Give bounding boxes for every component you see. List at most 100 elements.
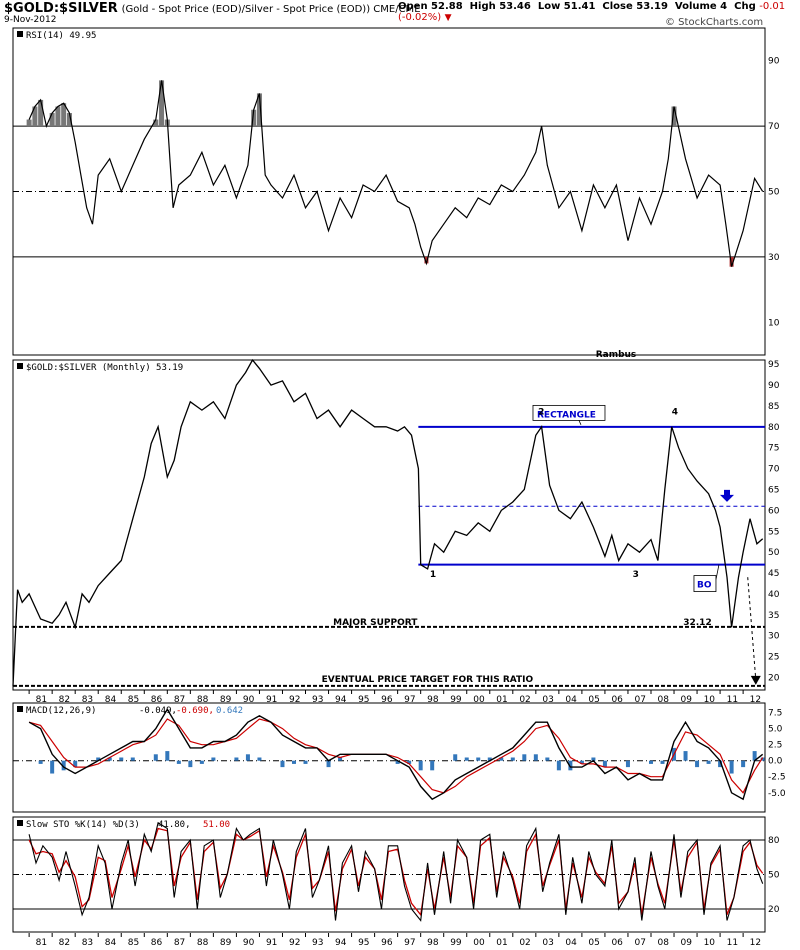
price-xtick-label: 87 [174,695,185,705]
macd-histogram-bar [522,754,527,761]
macd-legend-value: 0.642 [216,706,243,716]
price-ytick-label: 20 [768,673,780,683]
high-label: High [469,1,496,12]
macd-histogram-bar [291,760,296,764]
rsi-ytick-label: 90 [768,57,780,67]
rsi-legend-swatch [17,31,23,37]
macd-ytick-label: -5.0 [768,789,786,799]
price-frame [12,359,766,691]
sto-xtick-label: 09 [681,938,693,948]
price-xtick-label: 94 [335,695,347,705]
macd-histogram-bar [556,760,561,771]
pivot-label: 2 [538,407,544,417]
price-ytick-label: 55 [768,527,779,537]
macd-ytick-label: -2.5 [768,773,786,783]
price-ytick-label: 25 [768,653,779,663]
macd-histogram-bar [407,760,412,764]
low-value: 51.41 [563,1,596,12]
rectangle-callout-label: RECTANGLE [537,410,596,420]
macd-histogram-bar [211,757,216,761]
macd-ytick-label: 5.0 [768,725,783,735]
macd-histogram-bar [430,760,435,771]
price-ytick-label: 35 [768,611,779,621]
macd-ytick-label: 7.5 [768,709,782,719]
price-ytick-label: 30 [768,632,780,642]
sto-xtick-label: 96 [381,938,393,948]
macd-histogram-bar [660,760,665,764]
price-xtick-label: 91 [266,695,277,705]
rsi-ytick-label: 10 [768,318,780,328]
macd-histogram-bar [257,757,262,761]
sto-xtick-label: 86 [151,938,163,948]
price-xtick-label: 08 [658,695,670,705]
high-value: 53.46 [499,1,531,12]
macd-histogram-bar [395,760,400,764]
price-ytick-label: 90 [768,381,780,391]
macd-legend-swatch [17,706,23,712]
sto-k-line [28,821,764,922]
target-projection-line [747,577,757,680]
down-triangle-icon: ▼ [444,13,452,23]
price-xtick-label: 09 [681,695,693,705]
open-value: 52.88 [431,1,463,12]
sto-xtick-label: 10 [704,938,716,948]
macd-histogram-bar [153,754,158,761]
macd-histogram-bar [695,760,700,768]
macd-histogram-bar [591,757,596,761]
macd-histogram-bar [245,754,250,761]
volume-label: Volume [674,1,717,12]
rsi-ytick-label: 50 [768,188,780,198]
price-xtick-label: 97 [404,695,415,705]
price-xtick-label: 07 [634,695,645,705]
sto-legend-value: 51.00 [203,820,230,830]
macd-histogram-bar [338,757,343,761]
macd-histogram-bar [96,757,101,761]
sto-xtick-label: 89 [220,938,232,948]
macd-legend-value: -0.690, [176,706,214,716]
price-xtick-label: 00 [473,695,485,705]
price-xtick-label: 83 [82,695,93,705]
price-ytick-label: 80 [768,423,780,433]
price-legend-swatch [17,363,23,369]
close-value: 53.19 [636,1,668,12]
symbol: $GOLD:$SILVER [4,1,118,16]
macd-frame [12,702,766,813]
price-ytick-label: 40 [768,590,780,600]
macd-ytick-label: 2.5 [768,741,782,751]
rsi-ytick-label: 70 [768,122,780,132]
macd-histogram-bar [476,757,481,761]
macd-histogram-bar [326,760,331,768]
sto-xtick-label: 08 [658,938,670,948]
price-xtick-label: 11 [727,695,738,705]
price-xtick-label: 89 [220,695,232,705]
bo-callout-pointer [715,564,720,580]
macd-histogram-bar [568,760,573,771]
sto-xtick-label: 12 [750,938,761,948]
macd-legend-value: -0.049, [139,706,177,716]
target-arrow-icon [750,675,761,685]
low-label: Low [537,1,561,12]
macd-histogram-bar [706,760,711,764]
sto-xtick-label: 97 [404,938,415,948]
sto-xtick-label: 88 [197,938,209,948]
price-ytick-label: 75 [768,444,779,454]
rsi-ytick-label: 30 [768,253,780,263]
macd-histogram-bar [188,760,193,768]
sto-xtick-label: 07 [634,938,645,948]
sto-xtick-label: 93 [312,938,323,948]
support-level-label: 32.12 [683,618,711,628]
macd-histogram-bar [741,760,746,768]
rsi-legend: RSI(14) 49.95 [26,31,96,41]
price-xtick-label: 04 [565,695,577,705]
price-legend: $GOLD:$SILVER (Monthly) 53.19 [26,363,183,373]
macd-histogram-bar [487,757,492,761]
macd-histogram-bar [199,760,204,764]
down-arrow-icon [719,489,734,502]
sto-ytick-label: 20 [768,905,780,915]
rectangle-callout-box [532,404,606,421]
sto-xtick-label: 81 [36,938,47,948]
price-xtick-label: 96 [381,695,393,705]
macd-histogram-bar [752,751,757,761]
brand-watermark: © StockCharts.com [665,17,764,28]
